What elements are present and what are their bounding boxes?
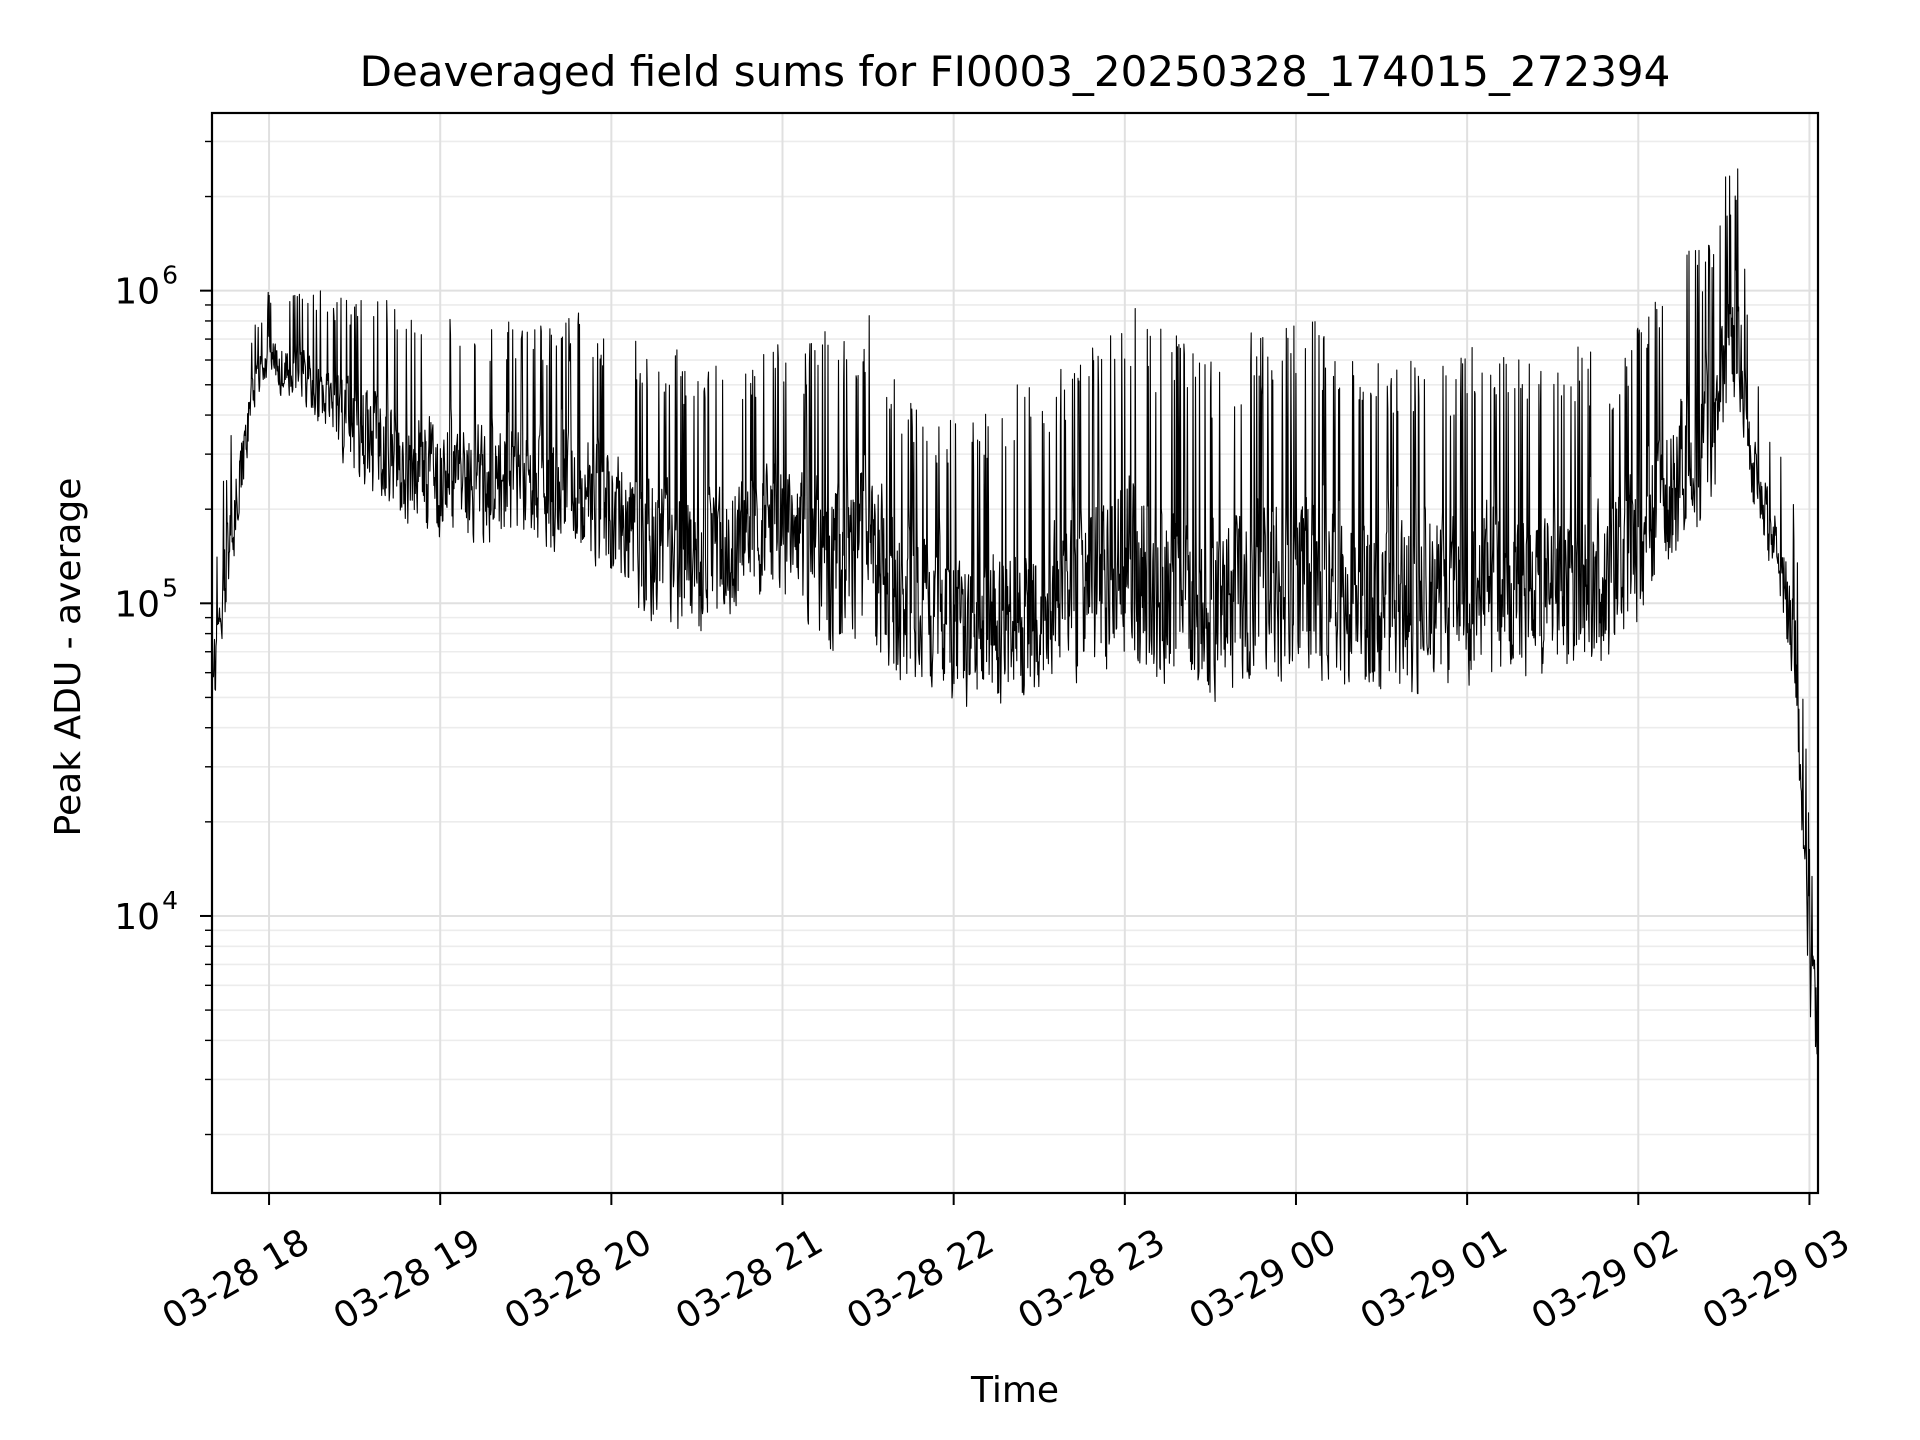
- x-tick-label: 03-29 01: [1354, 1221, 1515, 1337]
- x-tick-label: 03-29 03: [1696, 1221, 1857, 1337]
- y-axis-label: Peak ADU - average: [48, 478, 89, 837]
- x-tick-label: 03-28 23: [1011, 1221, 1172, 1337]
- plot-area: [211, 168, 1819, 1073]
- x-tick-label: 03-29 02: [1525, 1221, 1686, 1337]
- y-tick-label: 106: [114, 261, 178, 313]
- plot-frame: [210, 111, 1820, 1195]
- x-tick-label: 03-29 00: [1183, 1221, 1344, 1337]
- x-tick-label: 03-28 19: [327, 1221, 488, 1337]
- grid: [212, 113, 1818, 1193]
- axes: 03-28 18 03-28 19 03-28 20 03-28 21 03-28 22…: [114, 111, 1857, 1338]
- x-tick-label: 03-28 18: [156, 1221, 317, 1337]
- x-tick-label: 03-28 20: [498, 1221, 659, 1337]
- x-axis-label: Time: [970, 1370, 1059, 1411]
- x-tick-label: 03-28 22: [840, 1221, 1001, 1337]
- chart-title: Deaveraged field sums for FI0003_2025032…: [360, 47, 1671, 96]
- series-line: [211, 168, 1819, 1073]
- y-tick-label: 104: [114, 886, 178, 938]
- x-tick-label: 03-28 21: [669, 1221, 830, 1337]
- y-tick-label: 105: [114, 573, 178, 625]
